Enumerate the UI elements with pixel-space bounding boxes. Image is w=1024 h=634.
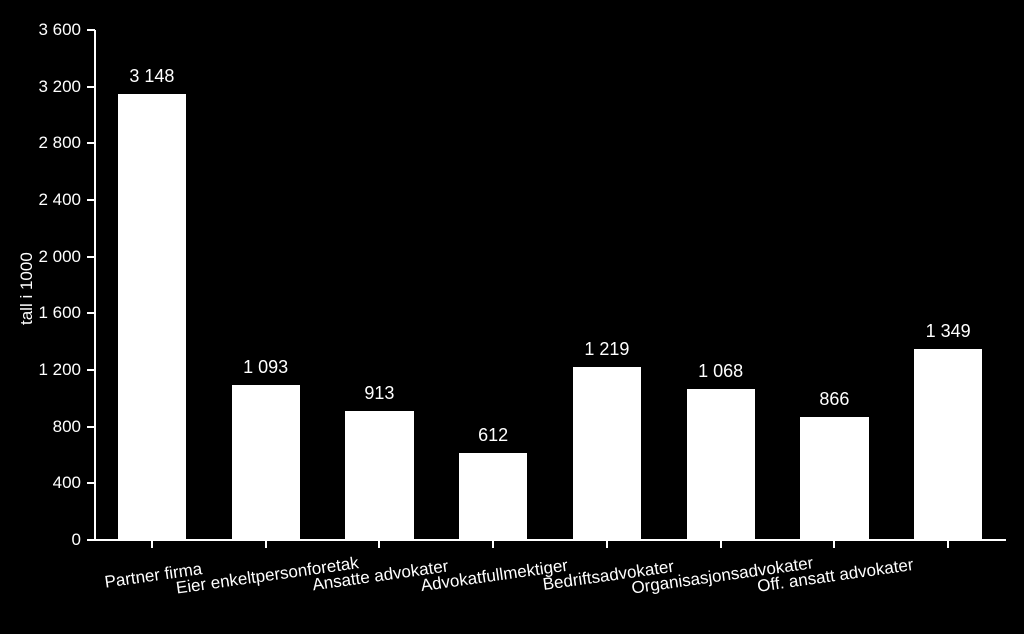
y-tick [87, 482, 95, 484]
bar [345, 411, 413, 540]
bar [232, 385, 300, 540]
bar-value-label: 1 093 [243, 357, 288, 378]
y-axis [94, 30, 96, 540]
x-tick [720, 540, 722, 548]
y-tick [87, 426, 95, 428]
y-tick-label: 0 [72, 530, 81, 550]
y-tick-label: 1 600 [38, 303, 81, 323]
bar-value-label: 866 [819, 389, 849, 410]
y-tick-label: 400 [53, 473, 81, 493]
bar [118, 94, 186, 540]
bar-value-label: 1 219 [584, 339, 629, 360]
y-tick-label: 1 200 [38, 360, 81, 380]
x-tick [151, 540, 153, 548]
bar-value-label: 1 349 [926, 321, 971, 342]
y-tick-label: 3 600 [38, 20, 81, 40]
y-tick [87, 86, 95, 88]
y-tick-label: 2 800 [38, 133, 81, 153]
y-tick-label: 800 [53, 417, 81, 437]
y-tick [87, 29, 95, 31]
bar [914, 349, 982, 540]
bar-value-label: 913 [364, 383, 394, 404]
bar-chart: 0 400 800 1 200 1 600 2 000 2 400 2 800 3 200 3 6… [0, 0, 1024, 634]
bar [459, 453, 527, 540]
bar [687, 389, 755, 540]
x-tick [606, 540, 608, 548]
x-tick [492, 540, 494, 548]
y-tick [87, 199, 95, 201]
x-tick [947, 540, 949, 548]
y-tick [87, 369, 95, 371]
bar-value-label: 612 [478, 425, 508, 446]
x-tick [833, 540, 835, 548]
y-tick [87, 312, 95, 314]
x-tick [265, 540, 267, 548]
y-tick [87, 539, 95, 541]
x-tick [378, 540, 380, 548]
y-tick-label: 2 000 [38, 247, 81, 267]
y-tick [87, 256, 95, 258]
y-axis-title: tall i 1000 [17, 252, 37, 325]
bar-value-label: 3 148 [129, 66, 174, 87]
bar [573, 367, 641, 540]
plot-area: 04008001 2001 6002 0002 4002 8003 2003 6… [95, 30, 1005, 540]
bar [800, 417, 868, 540]
y-tick [87, 142, 95, 144]
y-tick-label: 2 400 [38, 190, 81, 210]
y-tick-label: 3 200 [38, 77, 81, 97]
bar-value-label: 1 068 [698, 361, 743, 382]
